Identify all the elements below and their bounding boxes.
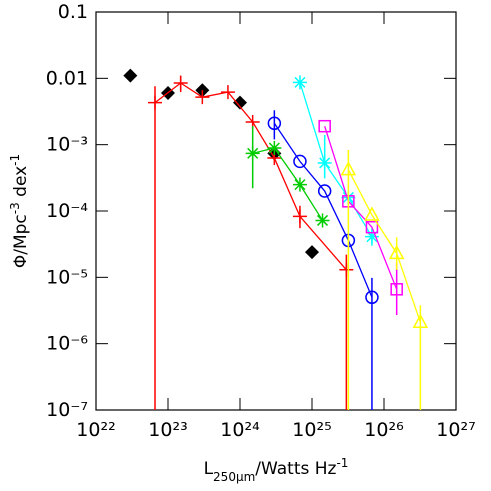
marker: [364, 206, 380, 221]
label-part: -3: [8, 202, 22, 214]
marker: [245, 146, 260, 161]
series-line: [273, 122, 373, 298]
marker: [292, 209, 307, 224]
marker: [390, 283, 403, 296]
marker: [195, 90, 210, 105]
label-part: /Watts Hz: [255, 459, 336, 479]
series-line: [347, 169, 421, 323]
x-tick-label: 10²⁷: [436, 419, 475, 441]
y-axis-label: Φ/Mpc-3 dex-1: [8, 154, 31, 268]
y-tick-label: 0.01: [46, 67, 88, 89]
y-tick-label: 10⁻⁶: [46, 333, 88, 355]
plot-frame: [95, 11, 457, 411]
y-tick-label: 10⁻³: [46, 134, 88, 156]
x-axis-label: L250μm/Watts Hz-1: [204, 456, 349, 484]
marker: [412, 313, 429, 329]
x-tick-label: 10²²: [76, 419, 115, 441]
marker: [340, 161, 357, 176]
y-tick-label: 10⁻⁵: [46, 266, 88, 288]
label-part: L: [204, 459, 214, 479]
marker: [388, 244, 405, 260]
marker: [173, 76, 188, 91]
marker: [267, 141, 282, 156]
marker: [292, 177, 307, 192]
marker: [292, 75, 307, 90]
marker: [148, 95, 163, 110]
x-tick-label: 10²⁶: [364, 419, 403, 441]
marker: [123, 68, 138, 83]
marker: [220, 85, 235, 100]
y-tick-label: 0.1: [58, 1, 88, 23]
y-tick-label: 10⁻⁴: [46, 200, 88, 222]
marker: [293, 154, 307, 169]
marker: [315, 213, 330, 228]
marker: [233, 95, 247, 110]
series-line: [299, 82, 373, 238]
marker: [317, 155, 332, 170]
x-tick-label: 10²³: [148, 419, 187, 441]
marker: [365, 290, 379, 305]
plot-area: [123, 68, 429, 410]
marker: [365, 220, 379, 234]
label-part: 250μm: [213, 470, 255, 484]
marker: [305, 245, 319, 260]
label-part: -1: [336, 456, 348, 470]
label-part: dex: [11, 166, 31, 202]
marker: [267, 116, 282, 131]
marker: [339, 262, 354, 277]
y-tick-label: 10⁻⁷: [46, 399, 88, 421]
label-part: -1: [8, 154, 22, 166]
series-line: [324, 125, 398, 290]
marker: [364, 229, 379, 244]
series-line: [154, 82, 347, 271]
series-line: [252, 147, 324, 221]
marker: [317, 184, 332, 198]
label-part: Φ/Mpc: [11, 214, 31, 268]
x-tick-label: 10²⁴: [220, 419, 260, 441]
marker: [318, 119, 331, 133]
x-tick-label: 10²⁵: [292, 419, 331, 441]
